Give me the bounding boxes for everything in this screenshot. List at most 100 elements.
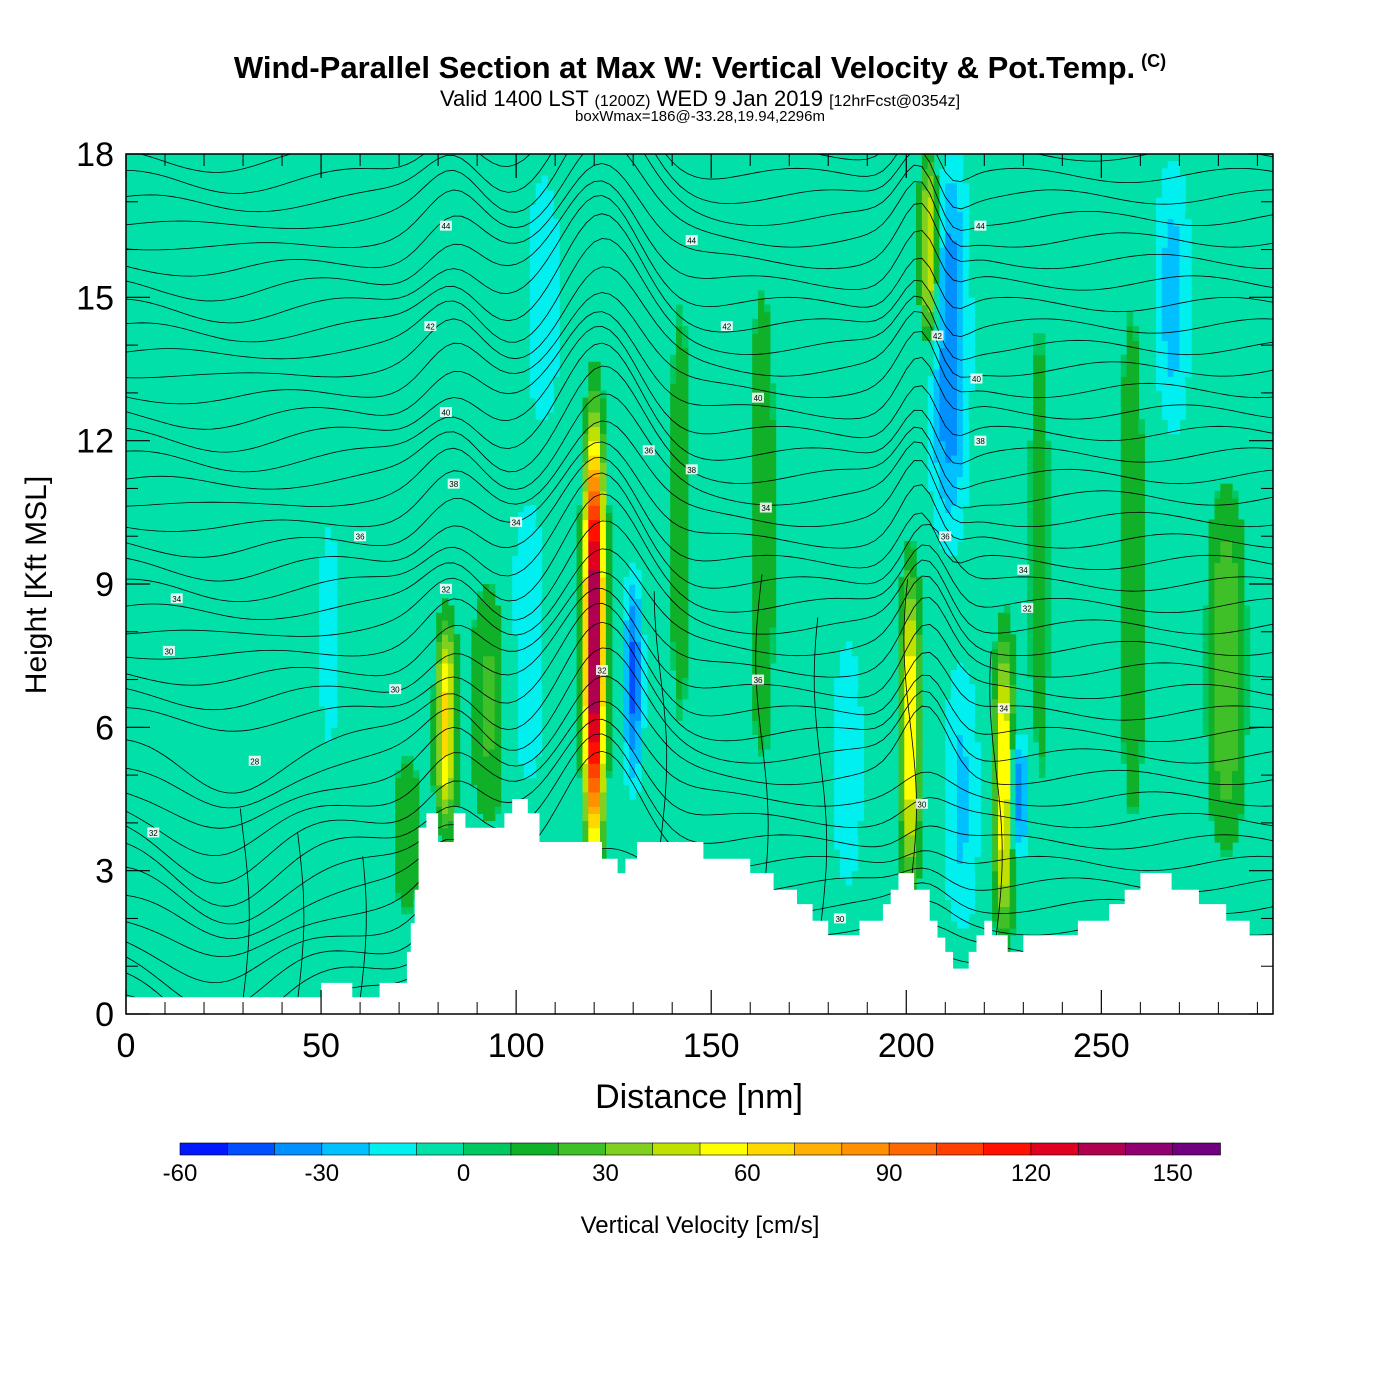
velocity-cell bbox=[582, 720, 589, 728]
velocity-cell bbox=[1220, 670, 1227, 678]
velocity-cell bbox=[518, 612, 525, 621]
velocity-cell bbox=[1015, 827, 1022, 836]
velocity-cell bbox=[1226, 662, 1233, 671]
velocity-cell bbox=[939, 197, 946, 205]
velocity-cell bbox=[594, 770, 601, 779]
velocity-cell bbox=[1179, 283, 1186, 291]
velocity-cell bbox=[494, 763, 502, 771]
velocity-cell bbox=[541, 412, 548, 420]
velocity-cell bbox=[623, 705, 630, 714]
velocity-cell bbox=[477, 591, 484, 599]
velocity-cell bbox=[945, 734, 952, 743]
velocity-cell bbox=[541, 390, 548, 399]
velocity-cell bbox=[594, 569, 601, 578]
velocity-cell bbox=[623, 777, 630, 786]
velocity-cell bbox=[605, 691, 613, 700]
velocity-cell bbox=[641, 691, 648, 700]
velocity-cell bbox=[968, 684, 976, 693]
velocity-cell bbox=[471, 655, 478, 664]
velocity-cell bbox=[1033, 383, 1040, 392]
velocity-cell bbox=[635, 662, 642, 671]
velocity-cell bbox=[1038, 605, 1046, 614]
velocity-cell bbox=[904, 820, 911, 829]
velocity-cell bbox=[629, 791, 636, 800]
plot-area: 3228303430323634384042443236384442403436… bbox=[126, 154, 1273, 1014]
velocity-cell bbox=[442, 748, 449, 757]
velocity-cell bbox=[921, 197, 929, 205]
velocity-cell bbox=[1226, 591, 1233, 599]
velocity-cell bbox=[939, 318, 946, 327]
velocity-cell bbox=[483, 813, 490, 822]
velocity-cell bbox=[529, 254, 537, 263]
velocity-cell bbox=[629, 748, 636, 757]
velocity-cell bbox=[523, 641, 531, 650]
velocity-cell bbox=[1126, 469, 1134, 478]
velocity-cell bbox=[945, 813, 952, 822]
velocity-cell bbox=[962, 311, 970, 320]
velocity-cell bbox=[1220, 634, 1227, 642]
velocity-cell bbox=[962, 813, 970, 822]
velocity-cell bbox=[547, 297, 554, 306]
velocity-cell bbox=[834, 705, 841, 714]
velocity-cell bbox=[600, 763, 607, 771]
velocity-cell bbox=[670, 447, 677, 456]
theta-label: 44 bbox=[441, 222, 450, 231]
velocity-cell bbox=[319, 662, 326, 671]
velocity-cell bbox=[529, 340, 537, 349]
velocity-cell bbox=[1044, 655, 1052, 664]
velocity-cell bbox=[1038, 412, 1046, 420]
velocity-cell bbox=[1038, 383, 1046, 392]
velocity-cell bbox=[401, 906, 408, 915]
velocity-cell bbox=[582, 799, 589, 807]
velocity-cell bbox=[769, 591, 777, 599]
velocity-cell bbox=[962, 268, 970, 277]
velocity-cell bbox=[945, 426, 952, 435]
theta-contour bbox=[126, 441, 1273, 558]
velocity-cell bbox=[1226, 483, 1233, 492]
velocity-cell bbox=[933, 490, 941, 499]
velocity-cell bbox=[839, 670, 847, 678]
velocity-cell bbox=[535, 670, 543, 678]
velocity-cell bbox=[1132, 806, 1140, 814]
velocity-cell bbox=[553, 254, 560, 263]
velocity-cell bbox=[588, 490, 595, 499]
velocity-cell bbox=[1003, 634, 1011, 642]
velocity-cell bbox=[769, 619, 777, 628]
velocity-cell bbox=[681, 548, 689, 556]
terrain-mask bbox=[126, 799, 1273, 1014]
velocity-cell bbox=[1038, 756, 1046, 764]
velocity-cell bbox=[471, 634, 478, 642]
velocity-cell bbox=[471, 691, 478, 700]
theta-contour bbox=[903, 579, 917, 890]
velocity-cell bbox=[430, 770, 437, 779]
velocity-cell bbox=[623, 727, 630, 736]
velocity-cell bbox=[1038, 720, 1046, 728]
velocity-cell bbox=[1214, 526, 1221, 535]
velocity-cell bbox=[1208, 641, 1216, 650]
velocity-cell bbox=[523, 612, 531, 621]
velocity-cell bbox=[1161, 283, 1169, 291]
velocity-cell bbox=[535, 240, 543, 248]
velocity-cell bbox=[512, 612, 519, 621]
velocity-cell bbox=[1226, 763, 1233, 771]
velocity-cell bbox=[851, 827, 859, 836]
velocity-cell bbox=[763, 555, 771, 564]
velocity-cell bbox=[319, 612, 326, 621]
velocity-cell bbox=[763, 591, 771, 599]
velocity-cell bbox=[951, 713, 958, 721]
velocity-cell bbox=[1132, 584, 1140, 592]
velocity-cell bbox=[523, 627, 531, 635]
velocity-cell bbox=[676, 347, 683, 356]
velocity-cell bbox=[1220, 748, 1227, 757]
velocity-cell bbox=[605, 705, 613, 714]
velocity-cell bbox=[1038, 698, 1046, 707]
velocity-cell bbox=[553, 304, 560, 313]
velocity-cell bbox=[605, 519, 613, 528]
velocity-cell bbox=[1132, 662, 1140, 671]
velocity-cell bbox=[898, 619, 905, 628]
velocity-cell bbox=[992, 899, 999, 908]
velocity-cell bbox=[945, 877, 952, 886]
velocity-cell bbox=[330, 619, 338, 628]
velocity-cell bbox=[1161, 268, 1169, 277]
velocity-cell bbox=[1033, 541, 1040, 549]
